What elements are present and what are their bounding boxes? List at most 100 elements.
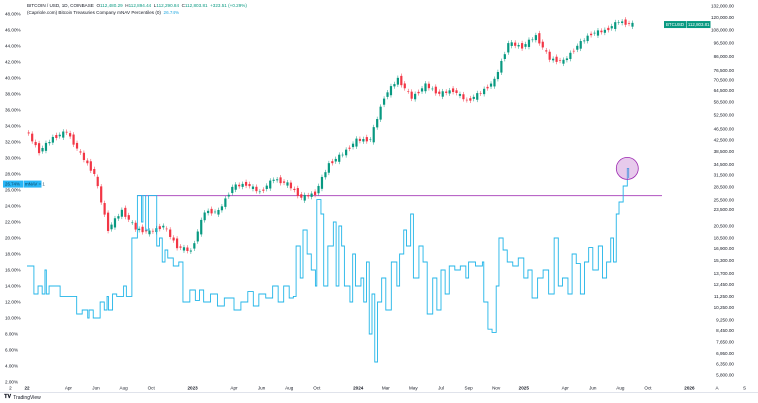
high-value: 112,894.44: [128, 3, 152, 8]
candle-body: [293, 188, 296, 191]
candle-body: [345, 149, 348, 156]
candle-body: [403, 83, 406, 89]
left-axis-tick: 46.00%: [5, 28, 21, 33]
candle-body: [296, 188, 299, 197]
candle-body: [445, 91, 448, 93]
candle-body: [89, 161, 92, 171]
right-axis-tick: 8,450.00: [716, 328, 734, 333]
low-label: L: [153, 3, 157, 8]
x-axis-tick: Aug: [120, 386, 129, 391]
candle-body: [545, 50, 548, 52]
mnav-line: [27, 167, 630, 363]
x-axis-tick: Apr: [230, 386, 238, 391]
candle-body: [182, 247, 186, 251]
x-axis-tick: Jun: [589, 386, 597, 391]
symbol-label[interactable]: BITCOIN / USD, 1D, COINBASE: [27, 3, 94, 8]
candle-body: [220, 206, 224, 211]
candle-body: [552, 58, 555, 61]
x-axis-tick: Jun: [92, 386, 100, 391]
highlight-circle: [615, 156, 639, 180]
candle-body: [262, 189, 265, 191]
candle-body: [369, 139, 372, 141]
right-axis-tick: 70,500.00: [714, 78, 735, 83]
candle-body: [603, 29, 606, 33]
candle-body: [100, 186, 103, 203]
right-axis-tick: 16,900.00: [714, 246, 735, 251]
x-axis-tick: Jun: [258, 386, 266, 391]
candle-body: [472, 96, 475, 99]
candle-body: [37, 143, 41, 154]
candle-body: [627, 23, 631, 24]
candle-body: [586, 35, 589, 42]
candle-body: [27, 132, 30, 134]
candle-body: [103, 203, 106, 215]
candle-body: [148, 230, 151, 235]
right-axis-tick: 34,500.00: [714, 162, 735, 167]
candle-body: [41, 147, 44, 152]
x-axis-tick: 2026: [684, 386, 695, 391]
candle-body: [621, 21, 624, 23]
x-axis-tick: Oct: [148, 386, 156, 391]
right-axis-tick: 76,500.00: [714, 68, 735, 73]
x-axis-tick: 2: [9, 386, 12, 391]
right-axis-tick: 86,000.00: [714, 54, 735, 59]
mnav-tag-label: mNAV = 1: [25, 182, 45, 187]
candle-body: [310, 193, 313, 197]
x-axis-tick: Sep: [465, 386, 474, 391]
candle-body: [358, 138, 362, 141]
candle-body: [465, 99, 468, 101]
candle-body: [341, 154, 344, 156]
candle-body: [179, 246, 182, 248]
candle-body: [562, 59, 565, 64]
candle-body: [610, 26, 613, 29]
tradingview-footer[interactable]: 𝐓𝐕 TradingView: [4, 394, 41, 401]
right-axis-tick: 11,250.00: [714, 294, 735, 299]
right-axis-tick: 28,500.00: [714, 184, 735, 189]
candle-body: [520, 43, 524, 49]
left-axis-tick: 30.00%: [5, 156, 21, 161]
candle-body: [207, 210, 210, 214]
candle-body: [376, 119, 379, 128]
left-axis-tick: 10.00%: [5, 316, 21, 321]
x-axis-tick: Aug: [285, 386, 294, 391]
candle-body: [448, 90, 451, 94]
candle-body: [162, 225, 165, 228]
mnav-tag-label-bg: [23, 180, 42, 188]
candle-body: [527, 39, 531, 47]
candle-body: [86, 160, 89, 164]
candle-body: [334, 158, 337, 162]
divider: [0, 392, 758, 393]
x-axis-tick: Oct: [644, 386, 652, 391]
candle-body: [303, 194, 306, 201]
brand-label: TradingView: [13, 394, 41, 401]
candle-body: [531, 39, 534, 41]
x-axis-tick: Jul: [438, 386, 444, 391]
left-axis-tick: 20.00%: [5, 236, 21, 241]
candle-body: [193, 243, 196, 249]
candle-body: [210, 208, 213, 214]
tradingview-logo-icon: 𝐓𝐕: [4, 394, 12, 400]
candle-body: [372, 127, 375, 143]
x-axis-tick: Apr: [562, 386, 570, 391]
right-axis-tick: 120,000.00: [711, 15, 734, 20]
candle-body: [589, 33, 593, 36]
left-axis-tick: 32.00%: [5, 140, 21, 145]
candle-body: [165, 228, 168, 230]
candle-body: [593, 32, 596, 34]
candle-body: [548, 51, 551, 60]
candle-body: [617, 22, 620, 24]
candle-body: [462, 94, 465, 100]
candle-body: [69, 133, 72, 137]
right-axis-tick: 6,350.00: [716, 362, 734, 367]
left-axis-tick: 36.00%: [5, 108, 21, 113]
low-value: 112,290.84: [156, 3, 180, 8]
x-axis-tick: Mar: [382, 386, 390, 391]
candle-body: [289, 182, 293, 189]
indicator-name[interactable]: (Capriole.com) Bitcoin Treasuries Compan…: [27, 10, 161, 15]
candle-body: [331, 161, 334, 164]
right-axis-tick: 58,500.00: [714, 100, 735, 105]
chart-legend-price: BITCOIN / USD, 1D, COINBASE O112,480.29 …: [27, 3, 247, 8]
candle-body: [631, 22, 634, 27]
candle-body: [186, 247, 189, 252]
